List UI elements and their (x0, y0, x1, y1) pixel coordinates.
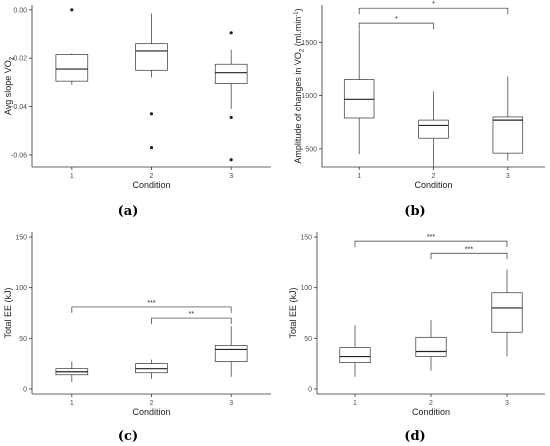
significance-bracket (71, 306, 232, 313)
y-tick-label: 0 (23, 386, 27, 393)
y-tick-label: 50 (19, 336, 27, 343)
y-axis-label-part: ) (293, 8, 303, 11)
significance-bracket (358, 22, 434, 30)
y-axis-label: Amplitude of changes in VO2 (ml.min-1) (293, 8, 306, 163)
box-iqr (491, 292, 523, 333)
box-iqr (415, 336, 447, 357)
significance-label: *** (147, 300, 155, 307)
x-axis-label: Condition (414, 180, 452, 190)
box-iqr (135, 43, 168, 71)
y-tick-label: 1000 (301, 93, 317, 100)
panel-d: 0 50 100 150 1 2 3 *** *** Condition Total EE (kJ)… (288, 232, 545, 444)
y-axis-label: Avg slope VO2 (3, 56, 16, 115)
x-tick-label: 3 (505, 400, 509, 407)
y-tick-label: 0.00 (13, 7, 27, 14)
box-condition-1 (343, 29, 375, 155)
outlier-point (70, 8, 74, 12)
y-tick-label: 0 (308, 386, 312, 393)
panel-caption: (b) (404, 204, 425, 219)
x-tick-label: 1 (70, 400, 74, 407)
significance-bracket (354, 240, 508, 248)
significance-bracket (430, 252, 508, 260)
y-tick-label: 100 (300, 285, 312, 292)
box-iqr (214, 345, 248, 362)
y-tick-label: 100 (15, 285, 27, 292)
box-condition-3 (492, 76, 524, 161)
y-tick-label: -0.02 (11, 56, 27, 63)
significance-label: *** (427, 234, 435, 241)
x-tick-label: 2 (429, 400, 433, 407)
x-tick-label: 2 (150, 400, 154, 407)
box-iqr (418, 119, 449, 139)
y-tick-label: 1500 (301, 40, 317, 47)
y-tick-label: 50 (304, 336, 312, 343)
panel-caption: (d) (404, 429, 425, 444)
y-axis-label: Total EE (kJ) (3, 287, 13, 338)
significance-label: * (432, 1, 435, 8)
x-tick-label: 3 (229, 173, 233, 180)
outlier-point (229, 158, 233, 162)
y-tick-label: -0.04 (11, 104, 27, 111)
significance-label: * (395, 16, 398, 23)
panel-caption: (c) (118, 429, 138, 444)
box-condition-3 (214, 326, 248, 377)
x-tick-label: 1 (353, 400, 357, 407)
box-condition-2 (135, 359, 168, 379)
significance-label: *** (465, 246, 473, 253)
significance-bracket (358, 7, 509, 15)
panel-a: 0.00 -0.02 -0.04 -0.06 1 2 3 Condition Avg slope… (3, 5, 271, 219)
box-condition-3 (491, 269, 523, 357)
outlier-point (229, 115, 233, 120)
x-axis-label: Condition (132, 180, 170, 190)
y-axis-label-part: Avg slope VO (3, 60, 13, 115)
box-iqr (214, 63, 248, 84)
outlier-point (229, 31, 233, 35)
y-tick-label: 150 (300, 235, 312, 242)
box-iqr (339, 347, 371, 363)
x-tick-label: 1 (357, 173, 361, 180)
x-axis-label: Condition (132, 407, 170, 417)
x-tick-label: 2 (432, 173, 436, 180)
significance-label: ** (189, 311, 195, 318)
y-axis-label-part: Total EE (kJ) (288, 287, 298, 338)
box-condition-2 (418, 91, 449, 167)
y-axis-label-part: 2 (10, 56, 16, 60)
y-axis-label-part: Amplitude of changes in VO (293, 52, 303, 164)
y-tick-label: -0.06 (11, 152, 27, 159)
x-axis-label: Condition (412, 407, 450, 417)
box-condition-1 (339, 325, 371, 377)
box-condition-1 (55, 8, 89, 85)
box-condition-2 (135, 13, 168, 150)
y-axis-label-part: -1 (294, 11, 300, 17)
y-axis-label-part: 2 (300, 48, 306, 52)
y-axis-label-part: Total EE (kJ) (3, 287, 13, 338)
y-axis-label-part: (ml.min (293, 17, 303, 49)
y-axis-label: Total EE (kJ) (288, 287, 298, 338)
x-tick-label: 2 (150, 173, 154, 180)
outlier-point (149, 146, 154, 150)
x-tick-label: 1 (70, 173, 74, 180)
box-condition-2 (415, 320, 447, 371)
y-tick-label: 500 (305, 146, 317, 153)
box-iqr (492, 116, 524, 154)
x-tick-label: 3 (506, 173, 510, 180)
panel-b: 500 1000 1500 1 2 3 * * Condition Amplitude of ch… (293, 1, 545, 219)
x-tick-label: 3 (229, 400, 233, 407)
box-condition-1 (55, 361, 89, 382)
box-iqr (55, 54, 89, 82)
panel-caption: (a) (118, 204, 139, 219)
box-condition-3 (214, 31, 248, 162)
y-tick-label: 150 (15, 235, 27, 242)
significance-bracket (151, 317, 232, 325)
outlier-point (149, 112, 154, 116)
